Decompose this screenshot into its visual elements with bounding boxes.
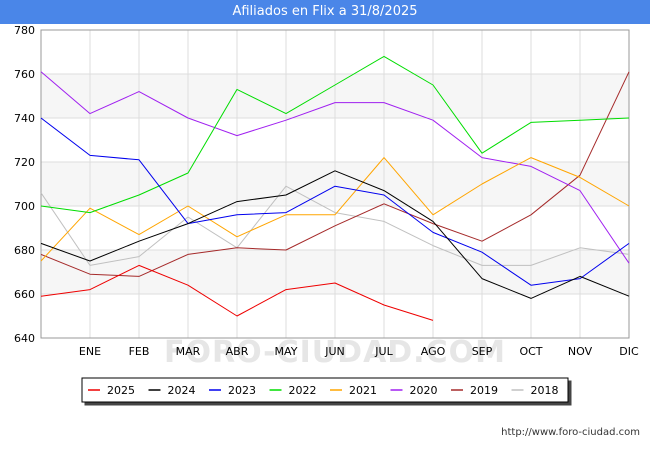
legend-box — [81, 377, 569, 403]
legend-label-2018: 2018 — [531, 384, 559, 397]
legend-label-2023: 2023 — [228, 384, 256, 397]
y-tick-label: 700 — [14, 200, 35, 213]
series-line-2020 — [40, 71, 630, 264]
legend-label-2024: 2024 — [168, 384, 196, 397]
legend-label-2022: 2022 — [289, 384, 317, 397]
y-tick-label: 680 — [14, 244, 35, 257]
legend-label-2021: 2021 — [349, 384, 377, 397]
plot-border — [40, 29, 630, 339]
x-tick-label: ABR — [226, 345, 249, 358]
x-tick-label: MAR — [176, 345, 201, 358]
y-tick-label: 660 — [14, 288, 35, 301]
y-tick-label: 760 — [14, 68, 35, 81]
x-tick-label: NOV — [568, 345, 593, 358]
series-line-2018 — [40, 185, 630, 266]
x-tick-label: JUL — [374, 345, 393, 358]
series-line-2023 — [40, 117, 630, 286]
chart-title: Afiliados en Flix a 31/8/2025 — [0, 0, 650, 24]
x-tick-label: JUN — [324, 345, 345, 358]
y-tick-label: 720 — [14, 156, 35, 169]
x-tick-label: MAY — [275, 345, 298, 358]
x-tick-label: OCT — [519, 345, 542, 358]
x-axis: ENE FEB MAR ABR MAY JUN JUL AGO SEP OCT NOV DIC — [79, 345, 639, 358]
series-lines — [40, 55, 630, 321]
x-tick-label: ENE — [79, 345, 101, 358]
legend: 2025 2024 2023 2022 2021 2020 2019 2018 — [81, 377, 569, 403]
legend-label-2025: 2025 — [107, 384, 135, 397]
series-line-2021 — [40, 157, 630, 262]
x-tick-label: AGO — [421, 345, 446, 358]
x-tick-label: SEP — [472, 345, 493, 358]
grid-lines — [40, 29, 630, 339]
x-tick-label: DIC — [619, 345, 639, 358]
series-line-2019 — [40, 71, 630, 277]
y-tick-label: 740 — [14, 112, 35, 125]
series-line-2022 — [40, 55, 630, 214]
watermark: FORO-CIUDAD.COM — [164, 335, 506, 370]
y-tick-label: 780 — [14, 24, 35, 37]
footer-url[interactable]: http://www.foro-ciudad.com — [501, 427, 640, 438]
series-line-2025 — [40, 264, 434, 321]
series-line-2024 — [40, 170, 630, 299]
legend-label-2020: 2020 — [410, 384, 438, 397]
y-axis: 640 660 680 700 720 740 760 780 — [14, 24, 35, 345]
x-tick-label: FEB — [129, 345, 150, 358]
y-tick-label: 640 — [14, 332, 35, 345]
legend-label-2019: 2019 — [470, 384, 498, 397]
